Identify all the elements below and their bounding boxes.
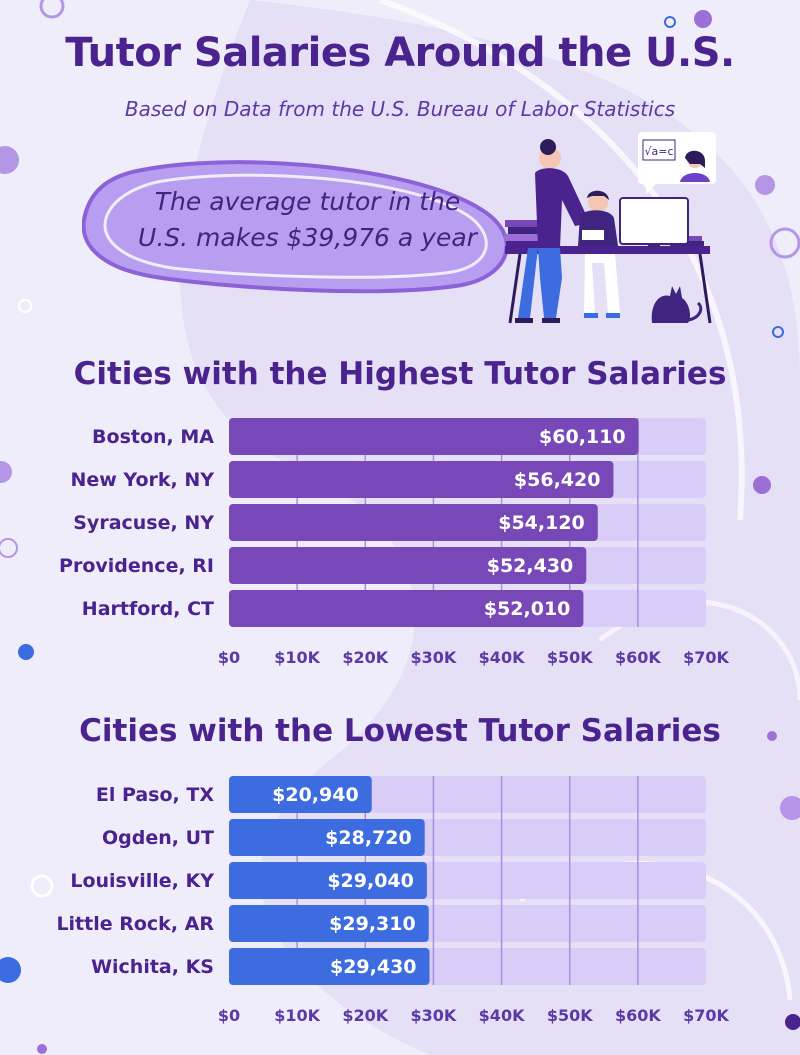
tutoring-illustration: √a=c (504, 132, 716, 324)
chalkboard-text: √a=c (644, 145, 673, 158)
bar (229, 418, 639, 455)
category-label: Providence, RI (59, 555, 214, 577)
x-tick-label: $0 (218, 1006, 240, 1025)
category-label: El Paso, TX (96, 784, 214, 806)
x-tick-label: $70K (683, 1006, 729, 1025)
page-title: Tutor Salaries Around the U.S. (65, 30, 735, 76)
low-salary-chart-svg: El Paso, TX $20,940 Ogden, UT $28,720 Louisv… (56, 776, 730, 1025)
high-salary-chart: Boston, MA $60,110 New York, NY $56,420 Syra… (0, 410, 800, 680)
bar (229, 776, 372, 813)
value-label: $60,110 (539, 426, 626, 448)
x-tick-label: $60K (615, 648, 661, 667)
callout-line-1: The average tutor in the (154, 187, 461, 216)
value-label: $52,010 (484, 598, 571, 620)
x-tick-label: $30K (411, 1006, 457, 1025)
page-subtitle: Based on Data from the U.S. Bureau of La… (124, 97, 676, 121)
value-label: $29,310 (329, 913, 416, 935)
category-label: Hartford, CT (82, 598, 214, 620)
x-tick-label: $40K (479, 648, 525, 667)
category-label: Boston, MA (92, 426, 214, 448)
x-tick-label: $10K (274, 648, 320, 667)
x-tick-label: $20K (342, 648, 388, 667)
category-label: Louisville, KY (70, 870, 214, 892)
x-tick-label: $70K (683, 648, 729, 667)
bar (229, 862, 427, 899)
value-label: $54,120 (498, 512, 585, 534)
x-tick-label: $50K (547, 648, 593, 667)
bar (229, 547, 587, 584)
x-tick-label: $30K (411, 648, 457, 667)
callout-bubble (82, 160, 509, 294)
x-tick-label: $60K (615, 1006, 661, 1025)
value-label: $52,430 (487, 555, 574, 577)
category-label: Little Rock, AR (56, 913, 214, 935)
category-label: New York, NY (70, 469, 214, 491)
x-tick-label: $40K (479, 1006, 525, 1025)
x-tick-label: $0 (218, 648, 240, 667)
bar (229, 590, 584, 627)
category-label: Ogden, UT (102, 827, 214, 849)
bar (229, 948, 430, 985)
bar (229, 461, 614, 498)
high-salary-chart-svg: Boston, MA $60,110 New York, NY $56,420 Syra… (59, 418, 730, 667)
x-tick-label: $20K (342, 1006, 388, 1025)
bar (229, 819, 425, 856)
x-tick-label: $10K (274, 1006, 320, 1025)
low-salary-chart: El Paso, TX $20,940 Ogden, UT $28,720 Louisv… (0, 768, 800, 1038)
value-label: $29,430 (330, 956, 417, 978)
low-chart-title: Cities with the Lowest Tutor Salaries (79, 713, 721, 749)
value-label: $28,720 (325, 827, 412, 849)
bar (229, 504, 598, 541)
callout-text: The average tutor in the U.S. makes $39,… (110, 184, 505, 256)
callout-line-2: U.S. makes $39,976 a year (138, 223, 477, 252)
x-tick-label: $50K (547, 1006, 593, 1025)
high-chart-title: Cities with the Highest Tutor Salaries (73, 356, 727, 392)
value-label: $20,940 (272, 784, 359, 806)
category-label: Wichita, KS (91, 956, 214, 978)
value-label: $29,040 (327, 870, 414, 892)
value-label: $56,420 (514, 469, 601, 491)
bar (229, 905, 429, 942)
category-label: Syracuse, NY (73, 512, 214, 534)
